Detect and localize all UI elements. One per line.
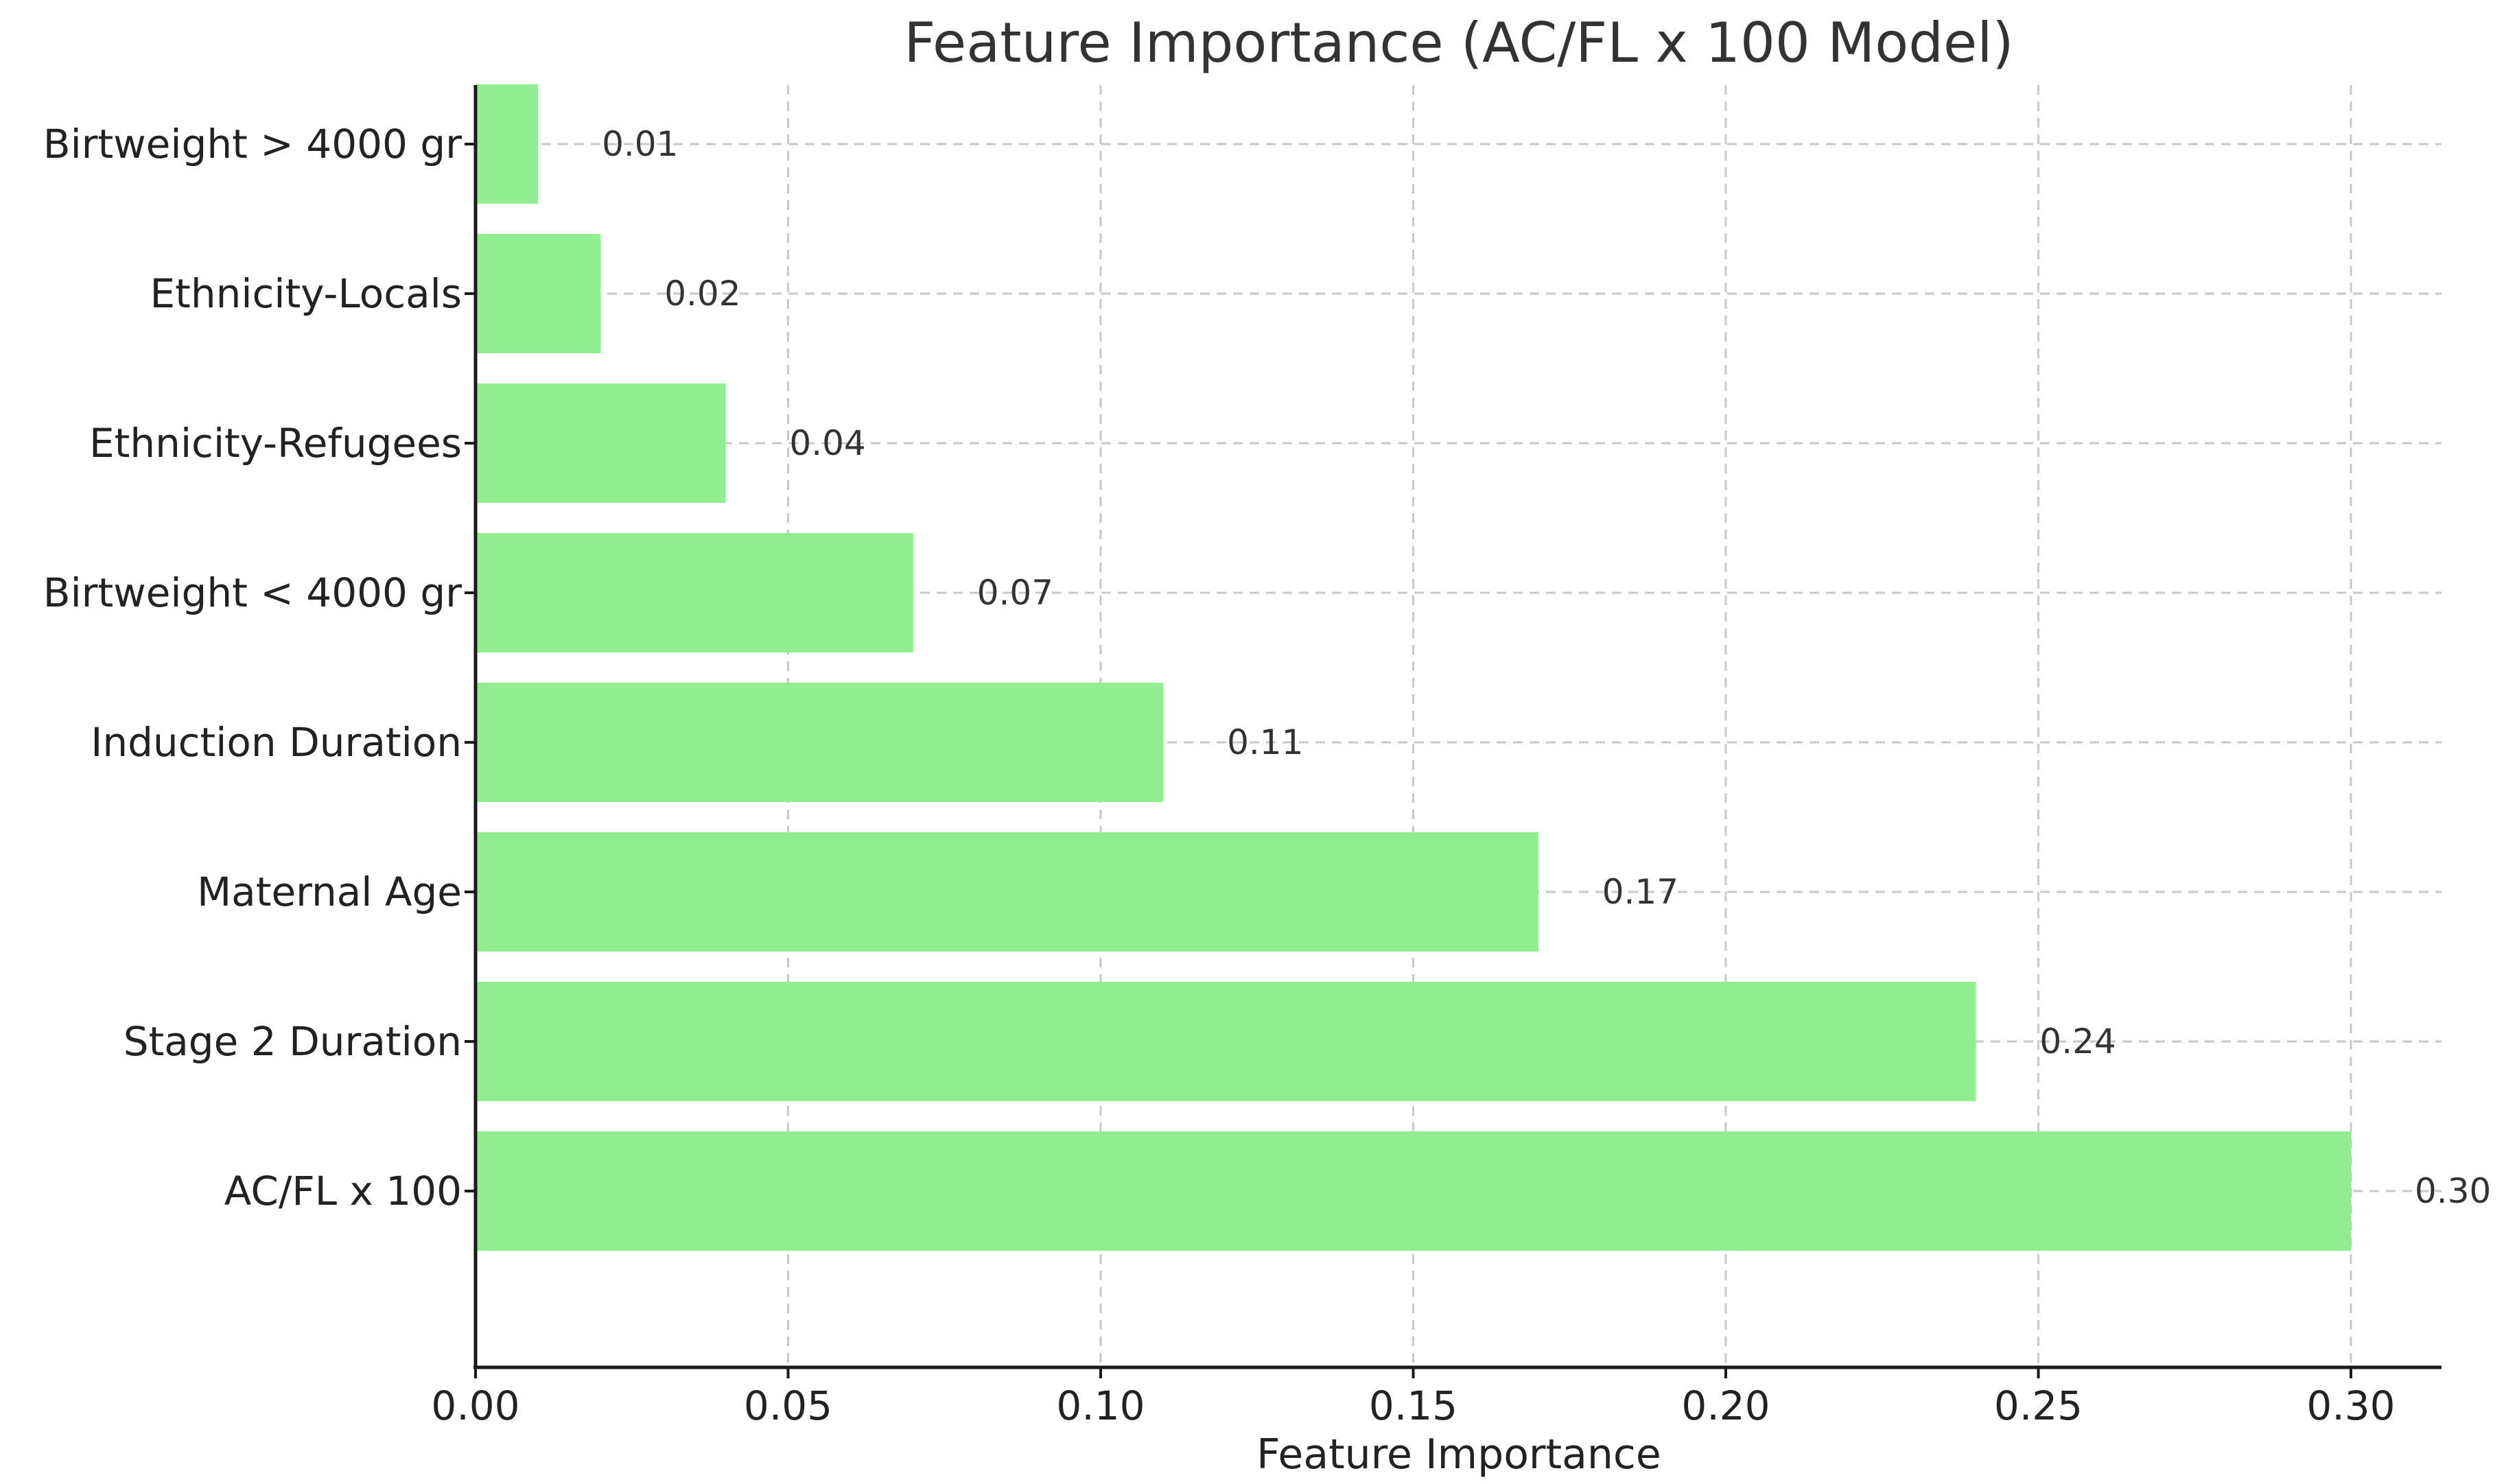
- y-tick-label: Maternal Age: [197, 869, 462, 915]
- y-tick-label: AC/FL x 100: [224, 1168, 462, 1214]
- x-tick-label: 0.00: [431, 1382, 519, 1429]
- tick-labels: Birtweight > 4000 gr Ethnicity-Locals Ethn…: [43, 121, 2396, 1429]
- bar: [476, 84, 539, 204]
- bar: [476, 234, 601, 353]
- bar: [476, 533, 913, 652]
- x-tick-label: 0.30: [2306, 1382, 2395, 1429]
- bar-value-label: 0.30: [2415, 1171, 2491, 1211]
- y-tick-label: Ethnicity-Locals: [150, 270, 462, 317]
- bar-value-label: 0.02: [664, 274, 740, 314]
- bar: [476, 384, 726, 503]
- x-axis-title: Feature Importance: [1256, 1430, 1661, 1479]
- axes: [473, 85, 2441, 1369]
- y-tick-label: Induction Duration: [91, 719, 462, 766]
- bar-value-label: 0.24: [2039, 1022, 2116, 1061]
- x-tick-label: 0.20: [1681, 1382, 1770, 1429]
- y-tick-label: Birtweight < 4000 gr: [43, 569, 462, 616]
- x-tick-label: 0.15: [1369, 1382, 1457, 1429]
- chart-title: Feature Importance (AC/FL x 100 Model): [904, 11, 2013, 75]
- bar: [476, 982, 1976, 1101]
- bar-value-label: 0.01: [602, 124, 678, 164]
- bars: [476, 84, 2351, 1251]
- bar-value-label: 0.07: [977, 573, 1053, 613]
- y-tick-label: Stage 2 Duration: [124, 1018, 462, 1065]
- bar-value-label: 0.17: [1602, 872, 1678, 912]
- value-labels: 0.01 0.02 0.04 0.07 0.11 0.17 0.24 0.30: [602, 124, 2491, 1211]
- bar: [476, 832, 1538, 952]
- bar: [476, 683, 1164, 802]
- bar-value-label: 0.11: [1227, 722, 1303, 762]
- bar-value-label: 0.04: [789, 423, 865, 463]
- y-tick-label: Birtweight > 4000 gr: [43, 121, 462, 167]
- x-tick-label: 0.25: [1994, 1382, 2083, 1429]
- x-tick-label: 0.10: [1056, 1382, 1145, 1429]
- x-tick-label: 0.05: [744, 1382, 832, 1429]
- bar: [476, 1131, 2351, 1251]
- y-tick-label: Ethnicity-Refugees: [89, 420, 462, 467]
